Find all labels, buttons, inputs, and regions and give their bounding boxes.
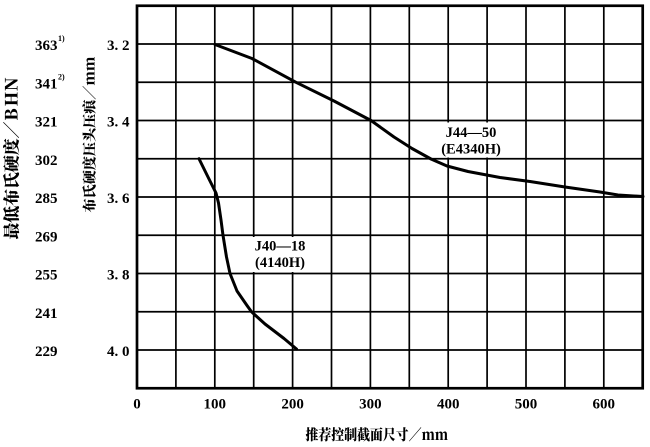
svg-text:(E4340H): (E4340H) — [441, 142, 501, 158]
svg-text:1): 1) — [58, 34, 65, 43]
svg-text:500: 500 — [515, 397, 538, 413]
svg-text:100: 100 — [204, 397, 227, 413]
svg-text:3. 6: 3. 6 — [107, 191, 130, 207]
svg-text:302: 302 — [35, 153, 58, 169]
svg-text:J44—50: J44—50 — [446, 125, 497, 141]
svg-text:400: 400 — [437, 397, 460, 413]
svg-text:241: 241 — [35, 306, 58, 322]
svg-text:285: 285 — [35, 191, 58, 207]
svg-text:0: 0 — [133, 397, 141, 413]
svg-text:3. 4: 3. 4 — [107, 115, 130, 131]
svg-text:269: 269 — [35, 229, 58, 245]
svg-text:3. 2: 3. 2 — [107, 38, 130, 54]
svg-text:255: 255 — [35, 268, 58, 284]
svg-text:(4140H): (4140H) — [255, 255, 305, 271]
svg-text:600: 600 — [593, 397, 616, 413]
svg-text:321: 321 — [35, 115, 58, 131]
svg-text:300: 300 — [359, 397, 382, 413]
svg-text:341: 341 — [35, 76, 58, 92]
svg-text:4. 0: 4. 0 — [107, 344, 130, 360]
svg-text:363: 363 — [35, 38, 58, 54]
svg-text:229: 229 — [35, 344, 58, 360]
svg-text:200: 200 — [281, 397, 304, 413]
svg-text:2): 2) — [58, 72, 65, 81]
svg-text:J40—18: J40—18 — [255, 239, 306, 255]
svg-text:3. 8: 3. 8 — [107, 268, 130, 284]
